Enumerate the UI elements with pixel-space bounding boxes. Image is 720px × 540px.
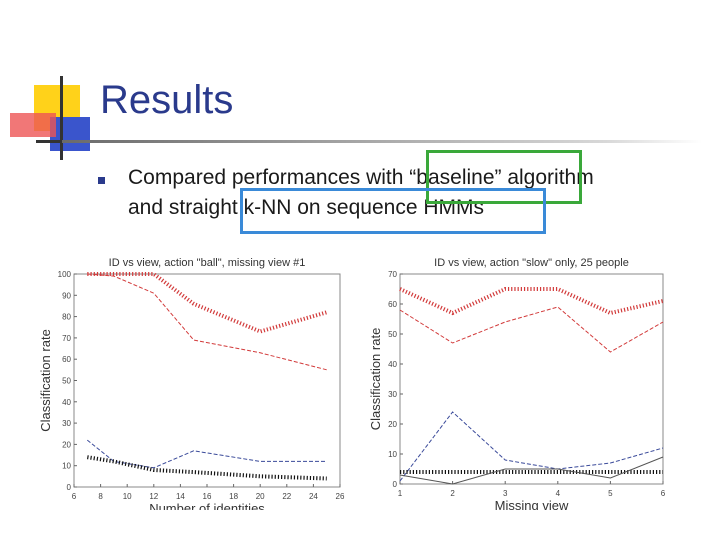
- y-axis-label: Classification rate: [368, 328, 383, 431]
- x-tick-label: 26: [336, 492, 345, 501]
- y-tick-label: 30: [388, 390, 397, 399]
- highlight-box-blue: [240, 188, 546, 234]
- x-tick-label: 14: [176, 492, 185, 501]
- chart-left: ID vs view, action "ball", missing view …: [38, 257, 345, 510]
- decor-blue-square: [50, 117, 90, 151]
- x-axis-label: Number of identities: [149, 501, 265, 510]
- chart-right: ID vs view, action "slow" only, 25 peopl…: [368, 257, 666, 510]
- y-tick-label: 20: [388, 420, 397, 429]
- slide-title: Results: [100, 78, 234, 122]
- y-tick-label: 60: [388, 300, 397, 309]
- chart-title: ID vs view, action "ball", missing view …: [109, 257, 306, 269]
- bullet-text-line-2: and straight k-NN on sequence HMMs: [128, 196, 484, 219]
- x-tick-label: 4: [556, 489, 561, 498]
- series-line-2: [86, 439, 327, 469]
- decor-horizontal-line: [36, 140, 66, 143]
- x-tick-label: 2: [450, 489, 455, 498]
- y-tick-label: 70: [62, 334, 71, 343]
- x-tick-label: 20: [256, 492, 265, 501]
- x-tick-label: 6: [72, 492, 77, 501]
- bullet-text-line-1: Compared performances with “baseline” al…: [128, 166, 594, 189]
- x-tick-label: 18: [229, 492, 238, 501]
- plot-frame: [73, 273, 341, 488]
- y-tick-label: 10: [62, 462, 71, 471]
- chart-title: ID vs view, action "slow" only, 25 peopl…: [434, 257, 629, 269]
- x-tick-label: 16: [203, 492, 212, 501]
- series-line-3: [86, 455, 327, 481]
- y-tick-label: 40: [62, 398, 71, 407]
- y-tick-label: 50: [388, 330, 397, 339]
- x-tick-label: 24: [309, 492, 318, 501]
- y-tick-label: 20: [62, 440, 71, 449]
- series-line-0: [399, 287, 664, 316]
- x-tick-label: 22: [282, 492, 291, 501]
- y-tick-label: 10: [388, 450, 397, 459]
- title-underline: [62, 140, 702, 143]
- y-tick-label: 30: [62, 419, 71, 428]
- series-line-2: [399, 411, 664, 482]
- decor-red-square: [10, 113, 56, 137]
- x-tick-label: 3: [503, 489, 508, 498]
- y-tick-label: 0: [67, 483, 72, 492]
- x-tick-label: 12: [149, 492, 158, 501]
- plot-frame: [399, 273, 664, 485]
- y-tick-label: 50: [62, 377, 71, 386]
- x-tick-label: 6: [661, 489, 666, 498]
- y-tick-label: 90: [62, 291, 71, 300]
- x-axis-label: Missing view: [495, 498, 569, 510]
- y-axis-label: Classification rate: [38, 329, 53, 432]
- bullet-square-icon: [98, 177, 105, 184]
- y-tick-label: 80: [62, 313, 71, 322]
- y-tick-label: 40: [388, 360, 397, 369]
- series-line-1: [87, 273, 327, 371]
- y-tick-label: 70: [388, 270, 397, 279]
- series-line-0: [87, 272, 328, 334]
- x-tick-label: 1: [398, 489, 403, 498]
- series-line-1: [399, 306, 664, 353]
- x-tick-label: 8: [98, 492, 103, 501]
- decor-vertical-line: [60, 76, 63, 160]
- x-tick-label: 5: [608, 489, 613, 498]
- y-tick-label: 100: [58, 270, 72, 279]
- series-line-4: [399, 456, 664, 485]
- x-tick-label: 10: [123, 492, 132, 501]
- highlight-box-green: [426, 150, 582, 204]
- y-tick-label: 0: [393, 480, 398, 489]
- y-tick-label: 60: [62, 355, 71, 364]
